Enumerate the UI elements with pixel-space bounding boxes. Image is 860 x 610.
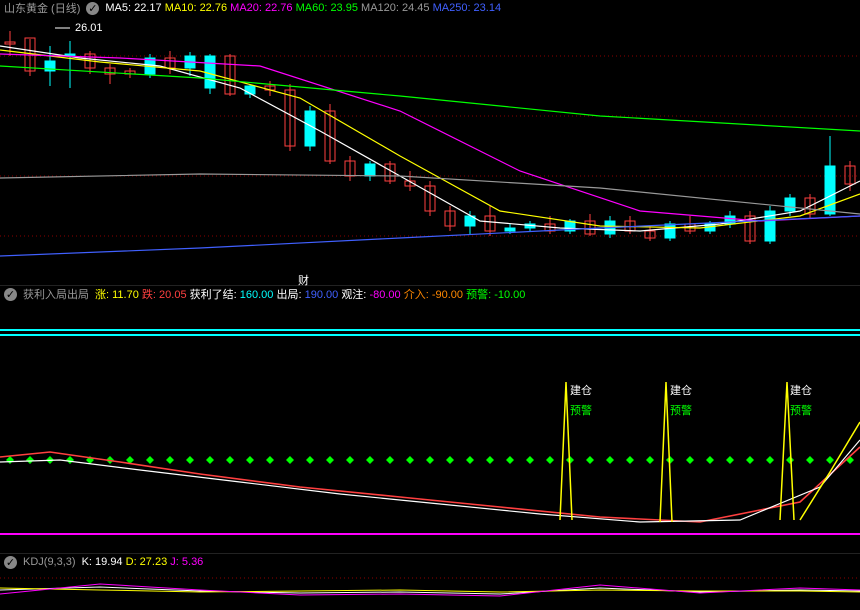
kdj-value: K: 19.94 [82, 556, 123, 568]
kdj-chart-svg[interactable] [0, 570, 860, 610]
indicator-value: 涨: 11.70 [95, 289, 139, 301]
svg-text:26.01: 26.01 [75, 22, 103, 34]
ma-label: MA120: 24.45 [361, 2, 430, 14]
indicator-value: 观注: -80.00 [341, 289, 400, 301]
info-icon[interactable]: ✓ [4, 556, 17, 569]
sub1-chart-svg[interactable]: 建仓预警 建仓预警 建仓预警 [0, 302, 860, 554]
indicator-value: 跌: 20.05 [142, 289, 187, 301]
main-chart-panel[interactable]: 山东黄金 (日线) ✓ MA5: 22.17 MA10: 22.76 MA20:… [0, 0, 860, 286]
main-chart-svg[interactable]: 26.01 财 [0, 16, 860, 286]
kdj-value: D: 27.23 [126, 556, 168, 568]
info-icon[interactable]: ✓ [86, 2, 99, 15]
svg-text:建仓: 建仓 [670, 383, 692, 397]
kdj-value: J: 5.36 [170, 556, 203, 568]
svg-text:建仓: 建仓 [790, 383, 812, 397]
ma-label: MA60: 23.95 [296, 2, 358, 14]
kdj-header: ✓ KDJ(9,3,3) K: 19.94 D: 27.23 J: 5.36 [0, 554, 860, 570]
stock-title: 山东黄金 (日线) [4, 0, 80, 16]
main-header: 山东黄金 (日线) ✓ MA5: 22.17 MA10: 22.76 MA20:… [0, 0, 860, 16]
indicator-value: 获利了结: 160.00 [190, 289, 274, 301]
ma-label: MA5: 22.17 [105, 2, 161, 14]
svg-text:预警: 预警 [670, 403, 692, 417]
ma-label: MA10: 22.76 [165, 2, 227, 14]
sub1-title: 获利入局出局 [23, 286, 89, 302]
svg-text:财: 财 [298, 273, 309, 286]
ma-label: MA20: 22.76 [230, 2, 292, 14]
svg-text:预警: 预警 [790, 403, 812, 417]
indicator-value: 预警: -10.00 [466, 289, 525, 301]
indicator-value: 出局: 190.00 [276, 289, 338, 301]
kdj-title: KDJ(9,3,3) [23, 556, 76, 568]
indicator-panel-1[interactable]: ✓ 获利入局出局 涨: 11.70 跌: 20.05 获利了结: 160.00 … [0, 286, 860, 554]
ma-label: MA250: 23.14 [433, 2, 502, 14]
kdj-panel[interactable]: ✓ KDJ(9,3,3) K: 19.94 D: 27.23 J: 5.36 [0, 554, 860, 610]
info-icon[interactable]: ✓ [4, 288, 17, 301]
svg-text:预警: 预警 [570, 403, 592, 417]
sub1-header: ✓ 获利入局出局 涨: 11.70 跌: 20.05 获利了结: 160.00 … [0, 286, 860, 302]
indicator-value: 介入: -90.00 [404, 289, 463, 301]
svg-text:建仓: 建仓 [570, 383, 592, 397]
